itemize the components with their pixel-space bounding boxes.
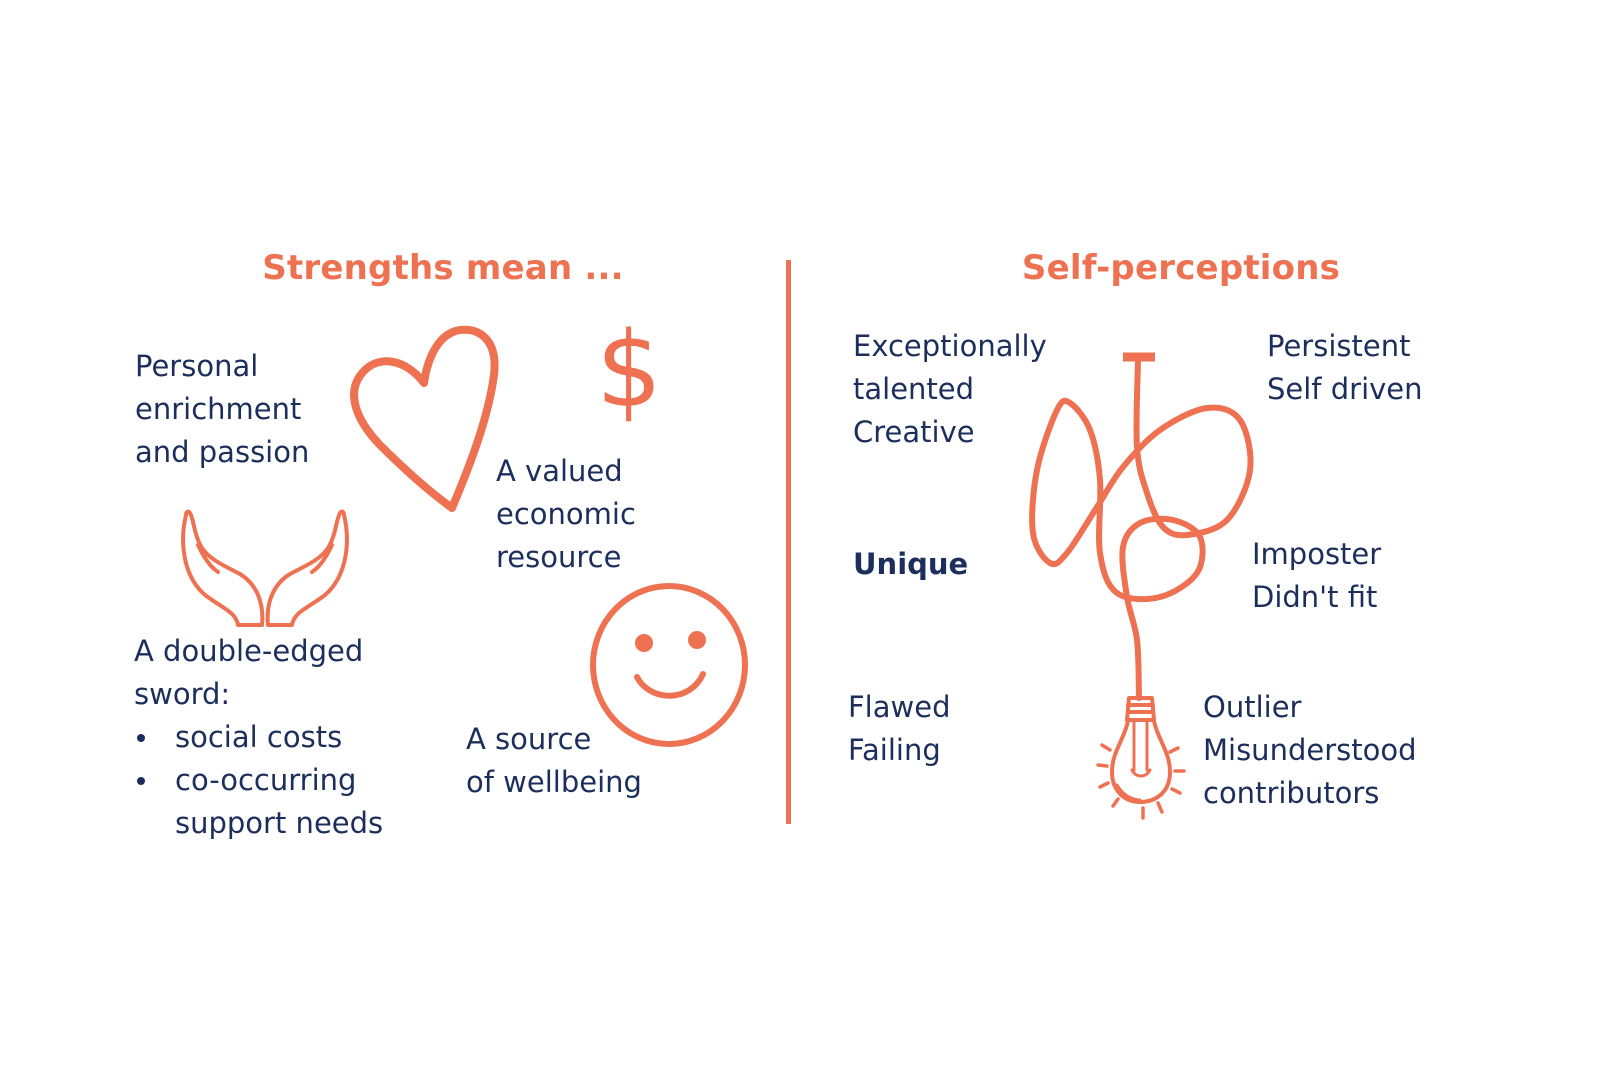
double-edged-text: A double-edged sword:: [134, 630, 363, 716]
text-line: Failing: [848, 733, 941, 767]
text-line: A source: [466, 722, 592, 756]
imposter-text: Imposter Didn't fit: [1252, 533, 1381, 619]
text-line: A double-edged: [134, 634, 364, 668]
flawed-text: Flawed Failing: [848, 686, 950, 772]
text-line: A valued: [496, 454, 623, 488]
text-line: Outlier: [1203, 690, 1302, 724]
dollar-icon: $: [596, 309, 663, 431]
heart-icon: [350, 325, 499, 512]
economic-resource-text: A valued economic resource: [496, 450, 636, 579]
persistent-text: Persistent Self driven: [1267, 325, 1423, 411]
text-line: Imposter: [1252, 537, 1382, 571]
text-line: contributors: [1203, 776, 1380, 810]
talented-text: Exceptionally talented Creative: [853, 325, 1047, 454]
tangled-cord-lightbulb-icon: [1029, 352, 1254, 820]
text-line: resource: [496, 540, 622, 574]
wellbeing-text: A source of wellbeing: [466, 718, 642, 804]
bullet-item: co-occurring: [135, 759, 383, 802]
text-line: sword:: [134, 677, 231, 711]
text-line: Persistent: [1267, 329, 1411, 363]
text-line: Didn't fit: [1252, 580, 1378, 614]
text-line: Misunderstood: [1203, 733, 1417, 767]
unique-text: Unique: [853, 547, 969, 581]
text-line: and passion: [135, 435, 310, 469]
text-line: Creative: [853, 415, 975, 449]
text-line: enrichment: [135, 392, 302, 426]
section-divider: [786, 260, 791, 824]
self-perceptions-title: Self-perceptions: [1021, 248, 1341, 288]
smiley-face-icon: [590, 583, 748, 747]
text-line: economic: [496, 497, 636, 531]
text-line: Personal: [135, 349, 259, 383]
outlier-text: Outlier Misunderstood contributors: [1203, 686, 1417, 815]
personal-enrichment-text: Personal enrichment and passion: [135, 345, 309, 474]
bullet-item-continuation: support needs: [175, 806, 384, 840]
text-line: Flawed: [848, 690, 951, 724]
text-line: of wellbeing: [466, 765, 642, 799]
text-line: talented: [853, 372, 975, 406]
text-line: Exceptionally: [853, 329, 1047, 363]
bullet-item: social costs: [135, 716, 383, 759]
sword-bullet-list: social costs co-occurring support needs: [135, 716, 383, 845]
strengths-title: Strengths mean ...: [262, 248, 624, 288]
open-hands-icon: [181, 509, 349, 627]
text-line: Self driven: [1267, 372, 1423, 406]
